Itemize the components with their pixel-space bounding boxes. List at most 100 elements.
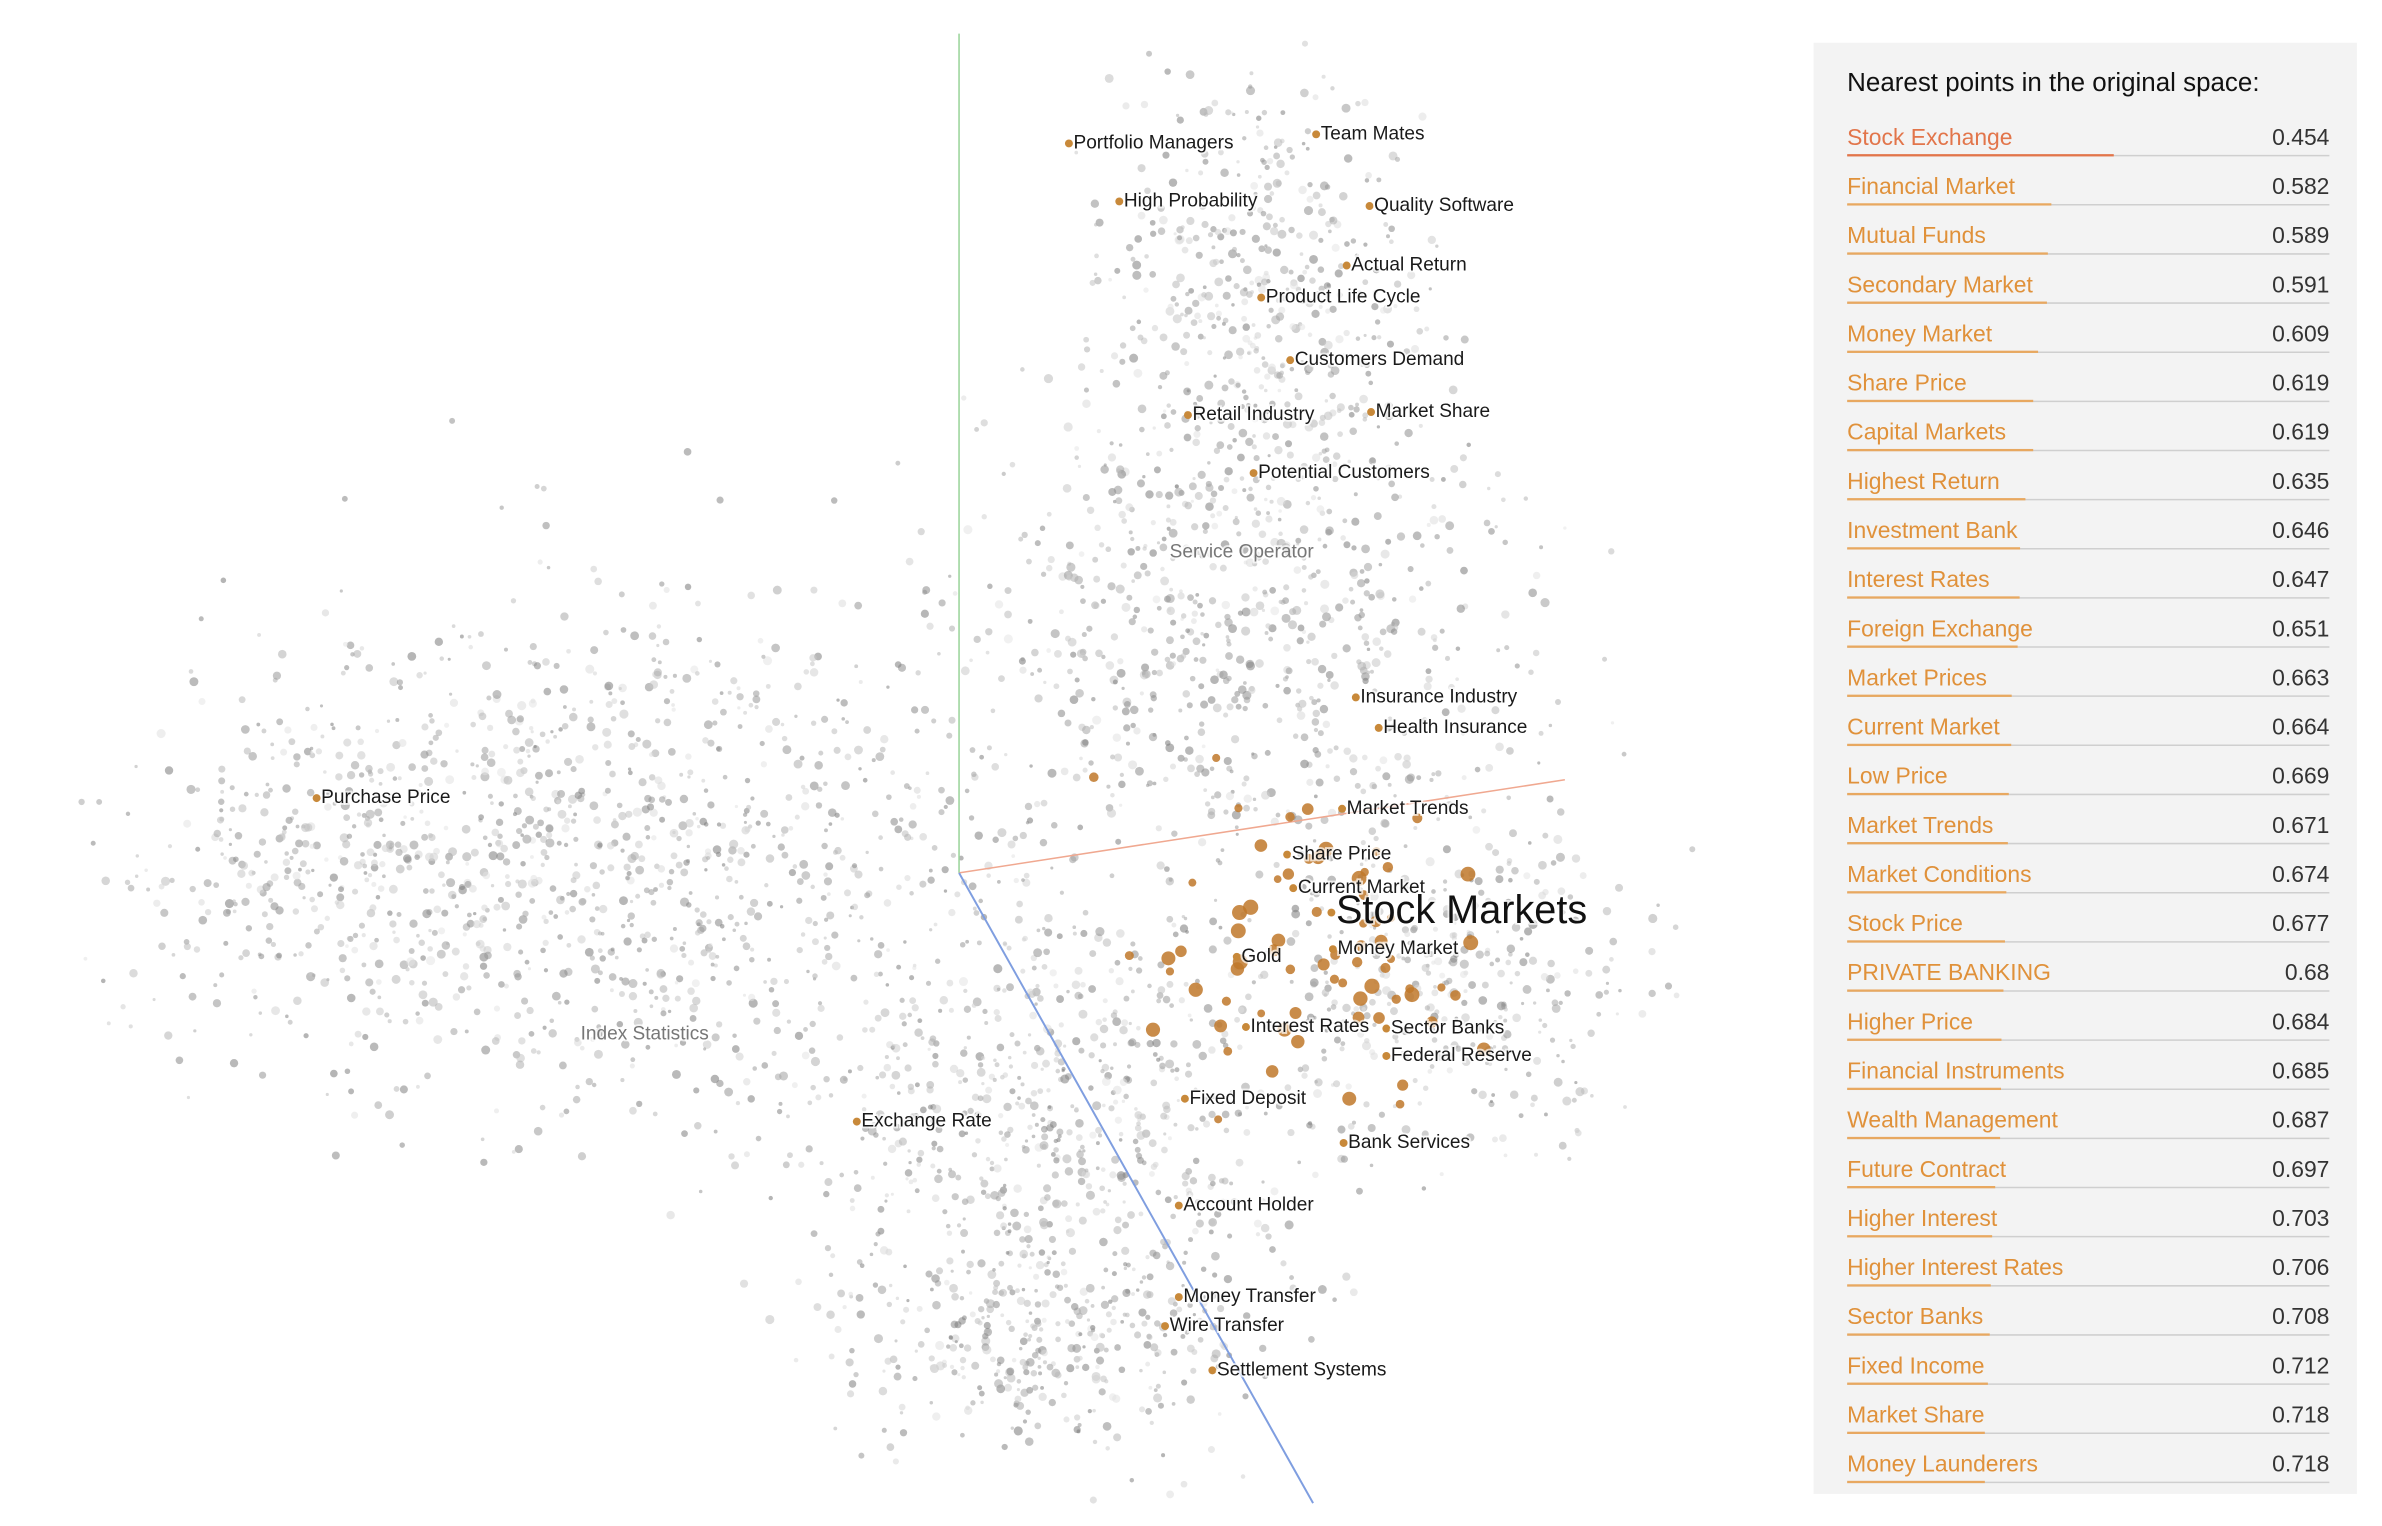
point [1098,1059,1102,1063]
neighbor-name[interactable]: Highest Return [1847,468,2000,494]
neighbor-name[interactable]: Financial Instruments [1847,1058,2064,1084]
point [1372,637,1381,646]
point [898,817,904,822]
neighbor-name[interactable]: Money Launderers [1847,1451,2038,1477]
point [1082,493,1090,502]
point [716,1021,723,1028]
point [1130,536,1135,542]
neighbor-name[interactable]: Capital Markets [1847,419,2006,445]
point [253,850,261,858]
neighbor-name[interactable]: Interest Rates [1847,566,1989,592]
point [220,789,225,794]
point [1249,71,1254,76]
point [1618,988,1622,993]
point [589,955,595,961]
point-label: Sector Banks [1391,1018,1504,1039]
neighbor-name[interactable]: Investment Bank [1847,517,2018,543]
point [1170,619,1177,626]
point [1361,98,1369,107]
point [1005,1142,1010,1148]
point [265,782,270,787]
point [1016,1379,1022,1384]
neighbor-name[interactable]: PRIVATE BANKING [1847,959,2051,985]
point [1567,894,1574,900]
point [475,764,479,768]
neighbor-name[interactable]: Higher Interest Rates [1847,1254,2063,1280]
point [1286,451,1294,459]
neighbor-name[interactable]: Higher Interest [1847,1205,1998,1231]
neighbor-name[interactable]: Stock Price [1847,910,1963,936]
point [321,791,325,796]
neighbor-name[interactable]: Foreign Exchange [1847,615,2033,641]
point [1018,536,1024,542]
point [734,921,740,927]
point [1125,741,1131,746]
point [679,794,689,804]
neighbor-name[interactable]: Current Market [1847,714,2000,740]
neighbor-name[interactable]: Low Price [1847,763,1947,789]
point [1168,178,1178,187]
point [1048,1398,1056,1407]
point [985,1086,993,1094]
point [1042,926,1046,931]
point [948,908,956,917]
neighbor-name[interactable]: Financial Market [1847,173,2015,199]
neighbor-name[interactable]: Future Contract [1847,1156,2007,1182]
neighbor-name[interactable]: Market Prices [1847,664,1987,690]
neighbor-name[interactable]: Mutual Funds [1847,222,1986,248]
point [967,1107,974,1115]
point [730,677,738,685]
neighbor-point [1450,990,1461,1001]
neighbor-name[interactable]: Fixed Income [1847,1352,1984,1378]
point [1044,913,1053,923]
point [510,598,517,604]
point [275,906,284,915]
neighbor-name[interactable]: Market Trends [1847,812,1993,838]
point [1439,972,1446,979]
neighbor-name[interactable]: Share Price [1847,370,1967,396]
labeled-point [1161,1322,1170,1331]
point [382,833,386,838]
point [561,824,570,833]
neighbor-point [1370,915,1382,928]
point [1339,929,1344,935]
point [1067,637,1077,647]
point [828,1093,834,1098]
point [339,856,349,866]
neighbor-name[interactable]: Sector Banks [1847,1303,1983,1329]
point [1153,1393,1163,1403]
neighbor-name[interactable]: Wealth Management [1847,1107,2058,1133]
point [128,1024,133,1029]
point [1213,898,1218,902]
point-label: Settlement Systems [1217,1359,1387,1380]
point [493,903,501,911]
neighbor-name[interactable]: Market Conditions [1847,861,2031,887]
point-label: Quality Software [1374,195,1514,216]
point [1368,827,1377,835]
neighbor-name[interactable]: Stock Exchange [1847,124,2012,150]
point [838,599,847,608]
point [683,859,690,866]
point [629,1106,637,1115]
neighbor-name[interactable]: Money Market [1847,320,1993,346]
point [869,1026,876,1033]
point [1007,840,1016,849]
point [885,983,890,987]
point [1309,978,1319,987]
point [1184,735,1189,741]
neighbor-name[interactable]: Market Share [1847,1401,1984,1427]
neighbor-point [1397,1079,1409,1091]
point [600,1035,606,1041]
point [983,1321,991,1330]
point [984,1120,990,1125]
point [1181,1172,1190,1181]
point [724,866,729,871]
point [899,1429,908,1437]
point [1070,651,1077,658]
point [919,1106,927,1114]
point [1306,195,1314,203]
point [1093,272,1098,276]
neighbor-name[interactable]: Higher Price [1847,1008,1973,1034]
neighbor-name[interactable]: Secondary Market [1847,271,2033,297]
neighbor-point [1285,812,1295,822]
